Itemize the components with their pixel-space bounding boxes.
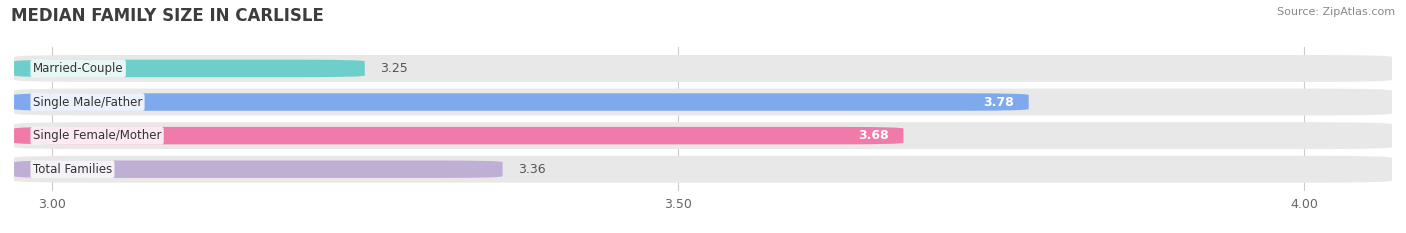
FancyBboxPatch shape (14, 89, 1392, 116)
FancyBboxPatch shape (14, 127, 904, 144)
Text: 3.68: 3.68 (858, 129, 889, 142)
Text: 3.25: 3.25 (380, 62, 408, 75)
Text: 3.36: 3.36 (517, 163, 546, 176)
Text: Single Female/Mother: Single Female/Mother (32, 129, 162, 142)
Text: Single Male/Father: Single Male/Father (32, 96, 142, 109)
FancyBboxPatch shape (14, 55, 1392, 82)
Text: MEDIAN FAMILY SIZE IN CARLISLE: MEDIAN FAMILY SIZE IN CARLISLE (11, 7, 325, 25)
FancyBboxPatch shape (14, 156, 1392, 183)
Text: Source: ZipAtlas.com: Source: ZipAtlas.com (1277, 7, 1395, 17)
FancyBboxPatch shape (14, 161, 502, 178)
FancyBboxPatch shape (14, 122, 1392, 149)
Text: 3.78: 3.78 (983, 96, 1014, 109)
Text: Total Families: Total Families (32, 163, 112, 176)
FancyBboxPatch shape (14, 93, 1029, 111)
Text: Married-Couple: Married-Couple (32, 62, 124, 75)
FancyBboxPatch shape (14, 60, 364, 77)
